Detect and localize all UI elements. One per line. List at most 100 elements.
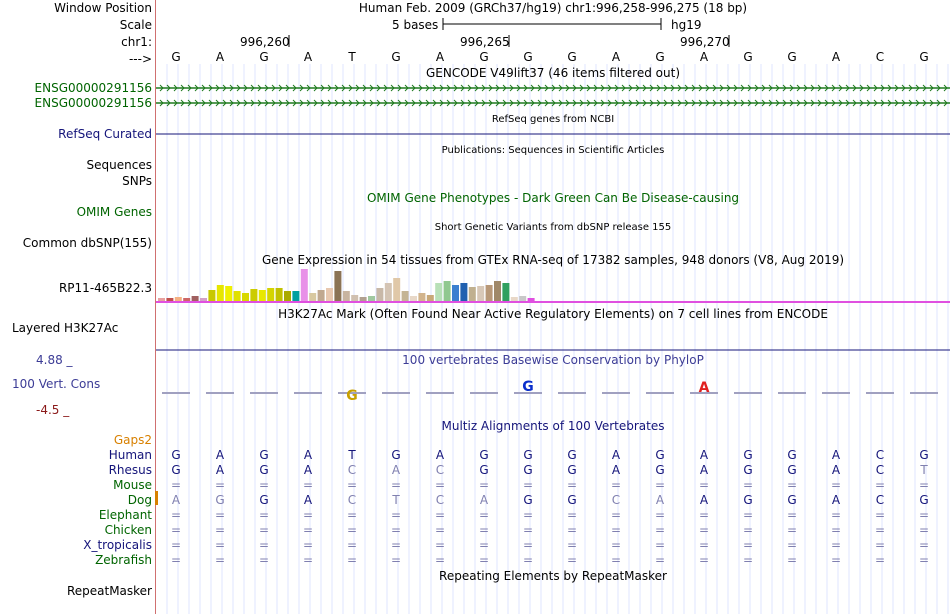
window-position-value: Human Feb. 2009 (GRCh37/hg19) chr1:996,2… [358, 1, 748, 15]
reference-base: G [743, 50, 753, 64]
alignment-base: = [786, 553, 798, 567]
reference-base: G [391, 50, 401, 64]
phylop-label[interactable]: 100 Vert. Cons [12, 377, 101, 391]
refseq-title: RefSeq genes from NCBI [491, 114, 615, 125]
alignment-base: A [435, 448, 445, 462]
alignment-base: = [346, 553, 358, 567]
gtex-bar [326, 288, 333, 301]
species-label[interactable]: Zebrafish [95, 553, 152, 567]
multiz-title: Multiz Alignments of 100 Vertebrates [441, 419, 665, 433]
phylop-title: 100 vertebrates Basewise Conservation by… [402, 353, 704, 367]
alignment-base: = [698, 523, 710, 537]
alignment-base: = [214, 538, 226, 552]
gtex-bar [410, 296, 417, 301]
alignment-base: = [786, 538, 798, 552]
phylop-mark [206, 392, 234, 394]
phylop-mark [250, 392, 278, 394]
gencode-title: GENCODE V49lift37 (46 items filtered out… [425, 66, 680, 80]
omim-label[interactable]: OMIM Genes [76, 205, 152, 219]
species-label[interactable]: Dog [127, 493, 152, 507]
reference-base: A [611, 50, 621, 64]
reference-base: A [303, 50, 313, 64]
gencode-item-1[interactable]: ENSG00000291156 [34, 81, 152, 95]
alignment-base: G [787, 493, 797, 507]
gtex-bar [477, 286, 485, 301]
gtex-bar [225, 286, 233, 301]
alignment-base: G [743, 463, 753, 477]
reference-base: T [348, 50, 356, 64]
gtex-label[interactable]: RP11-465B22.3 [58, 281, 152, 295]
gtex-bar [502, 283, 510, 301]
dbsnp-label[interactable]: Common dbSNP(155) [22, 236, 152, 250]
gap-marker [155, 491, 158, 505]
phylop-mark [382, 392, 410, 394]
phylop-mark [470, 392, 498, 394]
alignment-base: = [434, 523, 446, 537]
alignment-base: C [875, 493, 885, 507]
alignment-base: C [435, 493, 445, 507]
position-tick-2: 996,265 [460, 35, 510, 49]
alignment-base: A [215, 448, 225, 462]
alignment-base: = [654, 553, 666, 567]
chrom-label: chr1: [121, 35, 152, 49]
alignment-base: = [654, 478, 666, 492]
species-label[interactable]: X_tropicalis [83, 538, 152, 552]
dbsnp-title: Short Genetic Variants from dbSNP releas… [434, 222, 672, 233]
scale-text: 5 bases [392, 18, 439, 32]
species-label[interactable]: Mouse [113, 478, 152, 492]
gencode-item-2[interactable]: ENSG00000291156 [34, 96, 152, 110]
alignment-base: C [435, 463, 445, 477]
alignment-base: = [346, 523, 358, 537]
alignment-base: C [611, 493, 621, 507]
phylop-glyph: G [346, 388, 358, 404]
alignment-base: = [390, 523, 402, 537]
phylop-mark [778, 392, 806, 394]
gtex-bar [342, 291, 350, 301]
alignment-base: = [434, 478, 446, 492]
alignment-base: = [830, 538, 842, 552]
phylop-mark [162, 392, 190, 394]
alignment-base: A [171, 493, 181, 507]
gtex-bar [510, 297, 518, 301]
gtex-bar [359, 297, 367, 301]
alignment-base: A [699, 448, 709, 462]
alignment-base: G [743, 448, 753, 462]
alignment-base: = [742, 478, 754, 492]
gtex-bar [527, 298, 535, 301]
alignment-base: G [919, 493, 929, 507]
alignment-base: G [479, 463, 489, 477]
alignment-base: = [258, 553, 270, 567]
species-label[interactable]: Human [108, 448, 152, 462]
phylop-mark [558, 392, 586, 394]
alignment-base: = [654, 508, 666, 522]
reference-base: G [171, 50, 181, 64]
alignment-base: G [655, 463, 665, 477]
species-label[interactable]: Chicken [104, 523, 152, 537]
refseq-label[interactable]: RefSeq Curated [58, 127, 152, 141]
alignment-base: C [875, 448, 885, 462]
alignment-base: A [303, 493, 313, 507]
alignment-base: G [523, 463, 533, 477]
alignment-base: = [698, 508, 710, 522]
reference-base: A [699, 50, 709, 64]
alignment-base: = [566, 538, 578, 552]
alignment-base: = [170, 508, 182, 522]
gtex-bar [317, 290, 325, 301]
alignment-base: = [742, 523, 754, 537]
h3k27ac-label[interactable]: Layered H3K27Ac [12, 321, 119, 335]
alignment-base: A [831, 493, 841, 507]
gaps-label: Gaps2 [113, 433, 152, 447]
snps-label[interactable]: SNPs [122, 174, 152, 188]
gtex-bar [368, 296, 375, 301]
alignment-base: = [698, 478, 710, 492]
reference-base: G [919, 50, 929, 64]
gtex-bar [233, 291, 241, 301]
alignment-base: A [611, 448, 621, 462]
species-label[interactable]: Rhesus [108, 463, 152, 477]
reference-base: A [215, 50, 225, 64]
repeatmasker-label[interactable]: RepeatMasker [66, 584, 152, 598]
species-label[interactable]: Elephant [98, 508, 152, 522]
publications-label[interactable]: Sequences [86, 158, 152, 172]
gtex-bar [174, 297, 182, 301]
alignment-base: = [830, 478, 842, 492]
